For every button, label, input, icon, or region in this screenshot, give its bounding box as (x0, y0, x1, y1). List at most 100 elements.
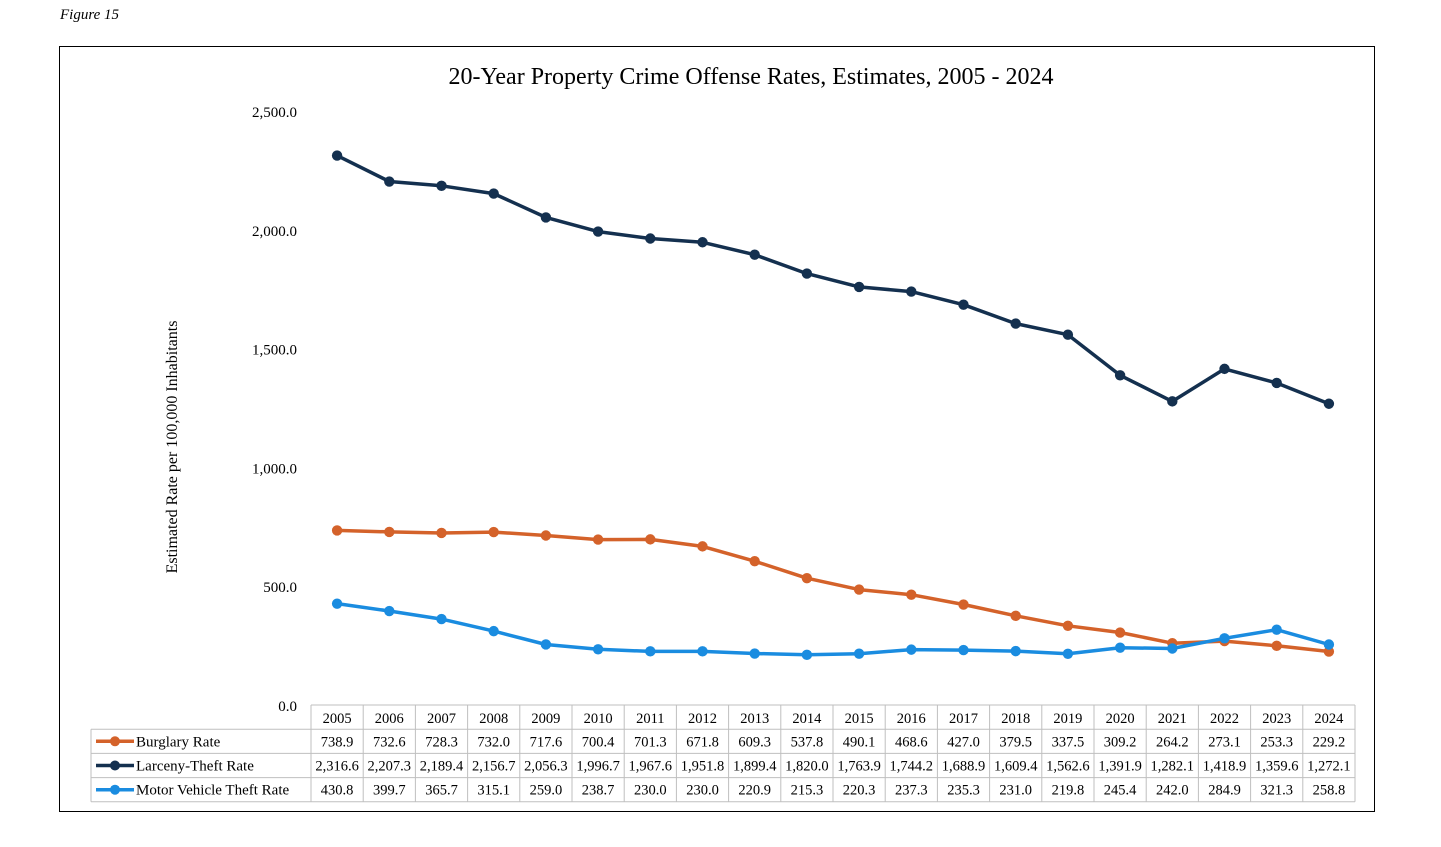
data-label: 365.7 (425, 783, 458, 799)
data-label: 229.2 (1313, 734, 1346, 750)
data-label: 315.1 (477, 783, 510, 799)
data-point-motor_vehicle (540, 639, 552, 650)
data-label: 717.6 (530, 734, 563, 750)
data-label: 671.8 (686, 734, 719, 750)
data-point-burglary (1062, 620, 1074, 632)
data-point-motor_vehicle (384, 605, 395, 617)
year-label: 2019 (1053, 711, 1082, 727)
data-label: 1,282.1 (1151, 759, 1195, 775)
year-label: 2023 (1262, 711, 1291, 727)
data-label: 701.3 (634, 734, 667, 750)
series-name: Motor Vehicle Theft Rate (136, 783, 289, 799)
data-point-larceny (1271, 377, 1282, 389)
data-point-larceny (488, 188, 499, 199)
legend-marker (110, 760, 120, 771)
data-label: 700.4 (582, 734, 615, 750)
series-line-motor_vehicle (335, 601, 1331, 657)
data-label: 732.0 (477, 734, 510, 750)
data-label: 1,609.4 (994, 759, 1038, 775)
data-label: 220.9 (738, 783, 771, 799)
data-label: 219.8 (1052, 783, 1085, 799)
data-point-motor_vehicle (1062, 648, 1074, 659)
data-point-motor_vehicle (801, 649, 813, 661)
year-label: 2024 (1314, 711, 1344, 727)
data-point-motor_vehicle (697, 646, 708, 657)
data-point-motor_vehicle (1219, 633, 1230, 644)
data-label: 1,418.9 (1203, 759, 1247, 775)
data-label: 1,967.6 (629, 759, 673, 775)
chart-frame (59, 46, 1375, 812)
y-tick-label: 2,000.0 (252, 224, 297, 240)
data-label: 1,820.0 (785, 759, 829, 775)
series-line-burglary (335, 528, 1331, 654)
year-label: 2009 (531, 711, 560, 727)
year-label: 2012 (688, 711, 717, 727)
data-label: 728.3 (425, 734, 458, 750)
y-axis-label: Estimated Rate per 100,000 Inhabitants (164, 321, 181, 574)
y-tick-label: 1,000.0 (252, 461, 297, 477)
legend-marker (110, 784, 120, 795)
series-name: Larceny-Theft Rate (136, 759, 254, 775)
data-point-motor_vehicle (1010, 645, 1021, 657)
data-point-larceny (1062, 329, 1074, 340)
data-point-larceny (331, 150, 343, 161)
data-point-burglary (906, 589, 917, 600)
data-label: 273.1 (1208, 734, 1241, 750)
data-point-larceny (1167, 396, 1178, 407)
data-label: 230.0 (686, 783, 719, 799)
data-point-motor_vehicle (906, 644, 917, 655)
data-label: 732.6 (373, 734, 406, 750)
data-point-burglary (749, 556, 760, 567)
data-label: 264.2 (1156, 734, 1189, 750)
series-lines (331, 150, 1335, 661)
y-tick-label: 1,500.0 (252, 343, 297, 359)
data-point-motor_vehicle (645, 646, 656, 657)
data-point-burglary (488, 526, 499, 538)
data-label: 242.0 (1156, 783, 1189, 799)
data-label: 259.0 (530, 783, 563, 799)
data-label: 253.3 (1260, 734, 1293, 750)
data-point-motor_vehicle (592, 644, 604, 655)
data-point-larceny (697, 237, 708, 248)
data-point-motor_vehicle (436, 613, 447, 625)
year-label: 2021 (1158, 711, 1187, 727)
series-legend: Burglary Rate Larceny-Theft Rate Motor Veh… (96, 734, 289, 799)
data-point-larceny (384, 176, 395, 187)
data-point-motor_vehicle (1323, 639, 1335, 650)
year-label: 2008 (479, 711, 508, 727)
data-point-burglary (436, 527, 447, 539)
data-label: 1,359.6 (1255, 759, 1299, 775)
data-point-burglary (1271, 640, 1282, 652)
data-point-burglary (1114, 627, 1126, 638)
year-label: 2013 (740, 711, 769, 727)
data-label: 738.9 (321, 734, 354, 750)
data-label: 1,744.2 (890, 759, 934, 775)
year-label: 2018 (1001, 711, 1030, 727)
data-label: 337.5 (1052, 734, 1085, 750)
data-point-burglary (592, 534, 604, 545)
data-label: 245.4 (1104, 783, 1137, 799)
year-label: 2005 (323, 711, 352, 727)
data-point-motor_vehicle (958, 644, 969, 656)
data-point-burglary (1010, 610, 1021, 622)
data-label: 1,996.7 (576, 759, 620, 775)
y-axis-ticks: 0.0 500.0 1,000.0 1,500.0 2,000.0 2,500.0 (252, 105, 297, 715)
data-point-motor_vehicle (749, 648, 760, 659)
data-label: 427.0 (947, 734, 980, 750)
data-label: 2,056.3 (524, 759, 568, 775)
data-label: 230.0 (634, 783, 667, 799)
data-point-motor_vehicle (1271, 624, 1282, 635)
y-tick-label: 2,500.0 (252, 105, 297, 121)
data-label: 537.8 (791, 734, 824, 750)
data-point-larceny (592, 226, 604, 237)
data-point-motor_vehicle (1114, 642, 1126, 653)
year-label: 2010 (584, 711, 613, 727)
data-label: 2,156.7 (472, 759, 516, 775)
legend-marker (110, 736, 120, 747)
data-point-burglary (853, 584, 865, 595)
data-label: 1,562.6 (1046, 759, 1090, 775)
data-label: 430.8 (321, 783, 354, 799)
data-point-burglary (540, 530, 552, 541)
data-label: 2,316.6 (315, 759, 359, 775)
